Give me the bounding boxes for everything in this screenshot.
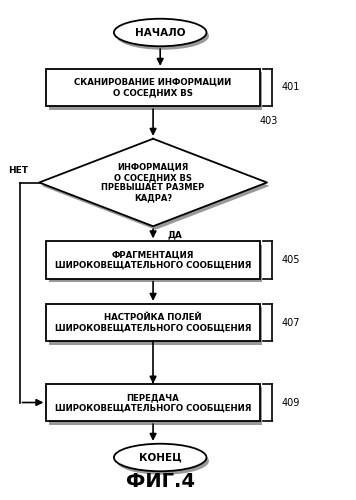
Text: ИНФОРМАЦИЯ
О СОСЕДНИХ BS
ПРЕВЫШАЕТ РАЗМЕР
КАДРА?: ИНФОРМАЦИЯ О СОСЕДНИХ BS ПРЕВЫШАЕТ РАЗМЕ… [101,162,205,202]
Ellipse shape [114,18,206,46]
Ellipse shape [116,447,209,475]
FancyBboxPatch shape [49,387,262,425]
FancyBboxPatch shape [46,69,260,106]
Text: КОНЕЦ: КОНЕЦ [139,452,182,462]
Text: ФРАГМЕНТАЦИЯ
ШИРОКОВЕЩАТЕЛЬНОГО СООБЩЕНИЯ: ФРАГМЕНТАЦИЯ ШИРОКОВЕЩАТЕЛЬНОГО СООБЩЕНИ… [55,250,251,270]
Text: 401: 401 [281,82,300,92]
Text: НАЧАЛО: НАЧАЛО [135,28,185,38]
FancyBboxPatch shape [49,307,262,345]
Text: ДА: ДА [167,230,182,239]
Ellipse shape [116,22,209,50]
Text: НЕТ: НЕТ [9,166,28,175]
Text: НАСТРОЙКА ПОЛЕЙ
ШИРОКОВЕЩАТЕЛЬНОГО СООБЩЕНИЯ: НАСТРОЙКА ПОЛЕЙ ШИРОКОВЕЩАТЕЛЬНОГО СООБЩ… [55,313,251,332]
FancyBboxPatch shape [46,242,260,279]
Text: 405: 405 [281,255,300,265]
Polygon shape [39,138,267,226]
Text: ПЕРЕДАЧА
ШИРОКОВЕЩАТЕЛЬНОГО СООБЩЕНИЯ: ПЕРЕДАЧА ШИРОКОВЕЩАТЕЛЬНОГО СООБЩЕНИЯ [55,393,251,412]
FancyBboxPatch shape [49,245,262,282]
Text: ФИГ.4: ФИГ.4 [126,472,195,491]
Text: 403: 403 [260,116,278,126]
FancyBboxPatch shape [46,304,260,341]
Ellipse shape [114,444,206,471]
Text: СКАНИРОВАНИЕ ИНФОРМАЦИИ
О СОСЕДНИХ BS: СКАНИРОВАНИЕ ИНФОРМАЦИИ О СОСЕДНИХ BS [74,78,232,97]
FancyBboxPatch shape [49,72,262,110]
Text: 407: 407 [281,318,300,328]
FancyBboxPatch shape [46,384,260,421]
Polygon shape [42,142,269,230]
Text: 409: 409 [281,398,300,407]
